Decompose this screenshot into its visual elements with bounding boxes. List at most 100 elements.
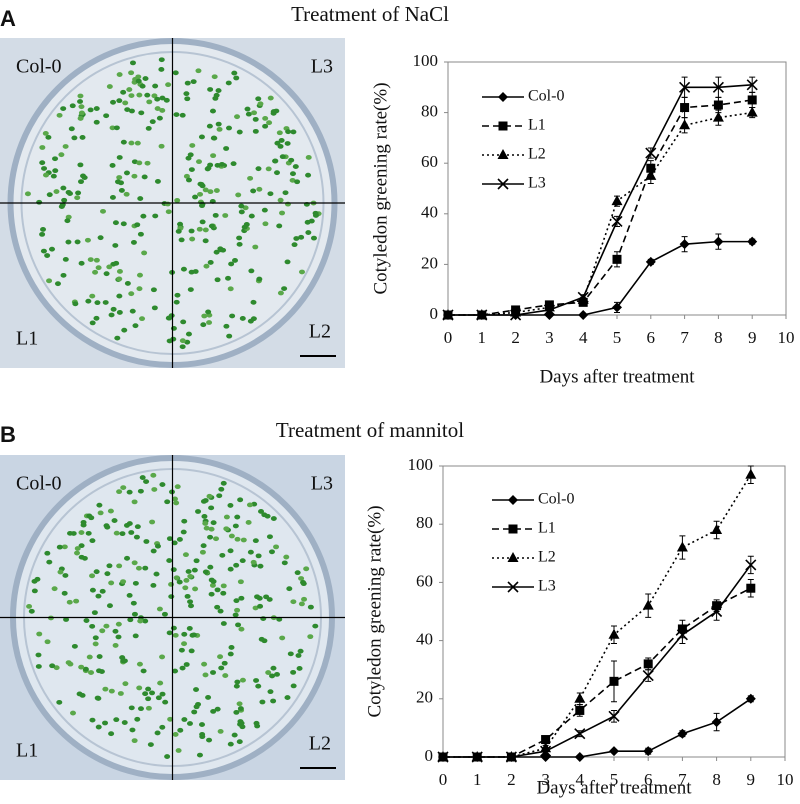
seedling [213, 188, 220, 193]
seedling [266, 534, 273, 540]
seedling [231, 70, 238, 76]
seedling [159, 95, 166, 101]
seedling [187, 573, 194, 579]
seedling [135, 565, 142, 571]
marker [609, 746, 619, 757]
y-tick-label: 100 [413, 51, 439, 70]
seedling [175, 229, 182, 234]
seedling [188, 603, 195, 609]
seedling [199, 203, 206, 209]
seedling [202, 238, 209, 244]
seedling [165, 82, 172, 88]
seedling [232, 612, 239, 618]
seedling [142, 691, 149, 697]
seedling [207, 162, 214, 168]
seedling [181, 518, 188, 524]
seedling [297, 648, 304, 654]
seedling [43, 172, 50, 178]
seedling [159, 108, 166, 113]
seedling [152, 83, 159, 89]
seedling [87, 107, 94, 113]
seedling [57, 569, 64, 575]
seedling [151, 305, 158, 311]
legend-marker [498, 92, 508, 102]
seedling [178, 237, 185, 243]
marker [505, 751, 517, 763]
seedling [205, 309, 212, 315]
seedling [39, 160, 46, 166]
series [442, 76, 758, 321]
seedling [228, 645, 235, 650]
seedling [114, 179, 121, 185]
seedling [236, 129, 243, 135]
series [438, 693, 756, 762]
marker [541, 735, 551, 745]
seedling [217, 729, 224, 734]
seedling [206, 123, 213, 129]
seedling [28, 608, 35, 614]
seedling [262, 115, 269, 121]
seedling [193, 558, 200, 564]
seedling [196, 226, 203, 232]
seedling [222, 673, 229, 678]
legend-label: L2 [538, 549, 556, 566]
marker [608, 628, 620, 639]
seedling [287, 651, 294, 657]
series [437, 465, 757, 761]
x-tick-label: 5 [613, 328, 622, 347]
seedling [134, 140, 141, 146]
x-tick-label: 0 [444, 328, 453, 347]
seedling [190, 79, 197, 85]
seedling [56, 544, 63, 550]
seedling [205, 695, 212, 700]
seedling [307, 634, 314, 640]
seedling [274, 140, 281, 146]
seedling [172, 632, 179, 638]
seedling [74, 195, 81, 201]
seedling [145, 705, 152, 711]
seedling [117, 691, 124, 696]
seedling [128, 530, 135, 535]
seedling [173, 112, 180, 117]
seedling [240, 537, 247, 543]
seedling [35, 652, 42, 658]
seedling [64, 218, 71, 224]
seedling [66, 191, 73, 196]
marker [574, 692, 586, 703]
seedling [36, 631, 43, 637]
seedling [198, 134, 205, 140]
seedling [268, 549, 275, 555]
seedling [253, 720, 260, 726]
seedling [217, 608, 224, 614]
seedling [173, 500, 180, 506]
seedling [276, 223, 283, 229]
seedling [244, 106, 251, 112]
seedling [74, 546, 81, 551]
seedling [174, 198, 181, 203]
seedling [166, 630, 173, 636]
seedling [60, 272, 67, 278]
seedling [222, 213, 229, 218]
seedling [254, 594, 261, 600]
seedling [279, 635, 286, 641]
seedling [201, 661, 208, 667]
photo-label: L3 [311, 56, 333, 78]
seedling [128, 70, 135, 76]
seedling [146, 99, 153, 105]
seedling [230, 161, 237, 167]
legend-label: L2 [528, 146, 546, 163]
seedling [85, 298, 92, 304]
marker [747, 95, 757, 105]
seedling [218, 486, 225, 492]
seedling [218, 665, 225, 671]
seedling [296, 666, 303, 671]
seedling [116, 276, 123, 282]
marker [540, 745, 552, 757]
seedling [139, 316, 146, 322]
seedling [106, 603, 113, 609]
seedling [120, 579, 127, 585]
seedling [115, 621, 122, 627]
seedling [71, 643, 78, 649]
seedling [255, 683, 262, 689]
seedling [273, 544, 280, 550]
